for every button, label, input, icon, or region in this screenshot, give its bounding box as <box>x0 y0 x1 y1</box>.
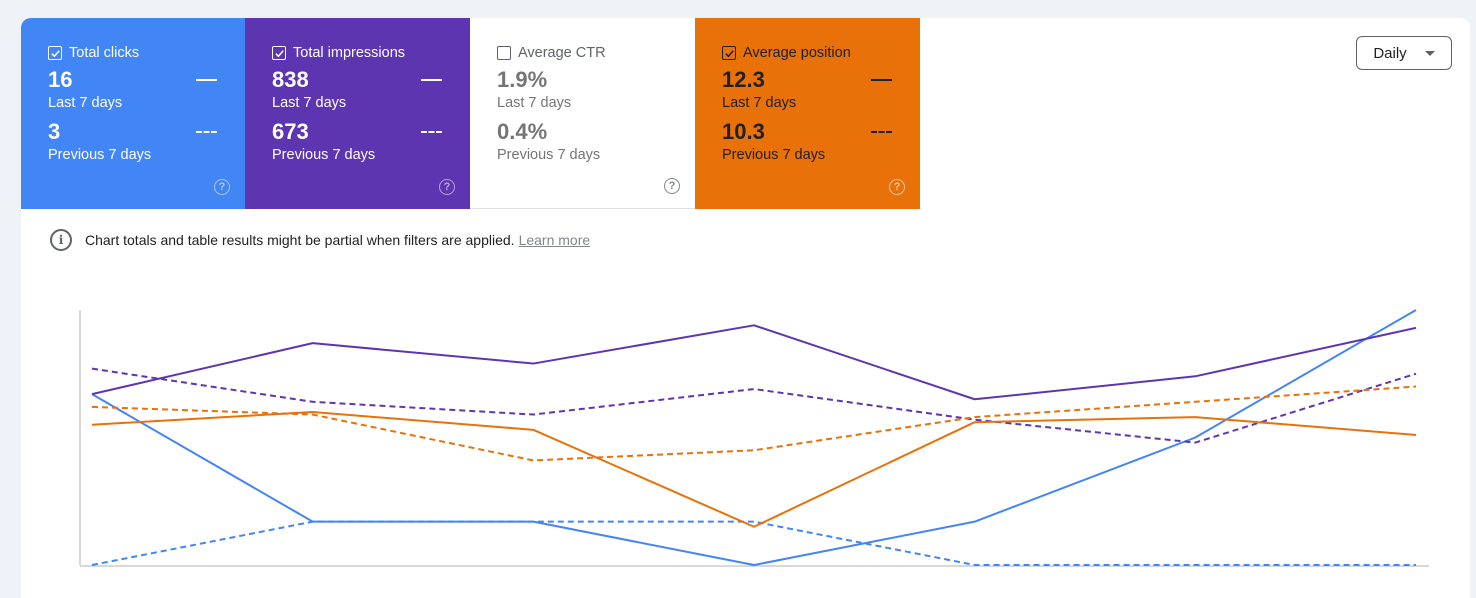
checkbox-icon[interactable] <box>48 46 62 60</box>
solid-line-legend-icon <box>871 79 892 81</box>
solid-line-legend-icon <box>196 79 217 81</box>
series-line-5 <box>91 385 1417 462</box>
series-line-4 <box>91 411 1417 528</box>
caret-down-icon <box>1424 50 1435 56</box>
help-circle-icon[interactable]: ? <box>664 178 680 194</box>
info-icon: i <box>50 229 72 251</box>
series-line-1 <box>91 520 1416 566</box>
series-line-3 <box>91 367 1417 444</box>
checkbox-icon[interactable] <box>272 46 286 60</box>
tile-label: Average CTR <box>518 45 606 61</box>
previous-value: 3 <box>48 119 61 144</box>
performance-chart <box>79 309 1429 567</box>
tile-average-ctr[interactable]: Average CTR 1.9% Last 7 days 0.4% Previo… <box>470 18 695 209</box>
previous-period: Previous 7 days <box>497 147 601 163</box>
current-period: Last 7 days <box>722 95 797 111</box>
tile-total-impressions[interactable]: Total impressions 838 Last 7 days 673 Pr… <box>245 18 470 209</box>
help-circle-icon[interactable]: ? <box>439 179 455 195</box>
help-circle-icon[interactable]: ? <box>214 179 230 195</box>
partial-data-notice: i Chart totals and table results might b… <box>50 229 590 251</box>
current-value: 12.3 <box>722 67 765 92</box>
previous-value: 10.3 <box>722 119 765 144</box>
help-circle-icon[interactable]: ? <box>889 179 905 195</box>
metric-tiles: Total clicks 16 Last 7 days 3 Previous 7… <box>21 18 920 209</box>
solid-line-legend-icon <box>421 79 442 81</box>
granularity-selected: Daily <box>1373 44 1407 62</box>
previous-period: Previous 7 days <box>272 147 376 163</box>
previous-period: Previous 7 days <box>722 147 826 163</box>
dashed-line-legend-icon <box>871 131 892 133</box>
current-value: 838 <box>272 67 309 92</box>
previous-period: Previous 7 days <box>48 147 152 163</box>
dashed-line-legend-icon <box>196 131 217 133</box>
granularity-dropdown[interactable]: Daily <box>1356 36 1452 70</box>
current-period: Last 7 days <box>48 95 123 111</box>
tile-label: Average position <box>743 45 851 61</box>
current-period: Last 7 days <box>272 95 347 111</box>
checkbox-icon[interactable] <box>722 46 736 60</box>
tile-total-clicks[interactable]: Total clicks 16 Last 7 days 3 Previous 7… <box>21 18 245 209</box>
current-value: 16 <box>48 67 73 92</box>
tile-average-position[interactable]: Average position 12.3 Last 7 days 10.3 P… <box>695 18 920 209</box>
current-value: 1.9% <box>497 67 548 92</box>
learn-more-link[interactable]: Learn more <box>518 232 591 248</box>
checkbox-icon[interactable] <box>497 46 511 60</box>
dashed-line-legend-icon <box>421 131 442 133</box>
previous-value: 673 <box>272 119 309 144</box>
tile-label: Total clicks <box>69 45 140 61</box>
performance-card: Total clicks 16 Last 7 days 3 Previous 7… <box>21 18 1470 598</box>
previous-value: 0.4% <box>497 119 548 144</box>
series-line-2 <box>91 324 1417 401</box>
tile-label: Total impressions <box>293 45 406 61</box>
notice-text: Chart totals and table results might be … <box>85 232 515 248</box>
current-period: Last 7 days <box>497 95 572 111</box>
